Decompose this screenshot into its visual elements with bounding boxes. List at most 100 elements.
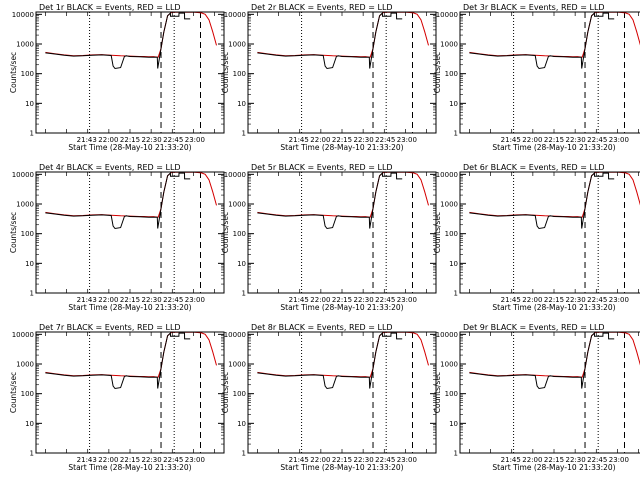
y-tick-label: 1000 [228,41,246,49]
y-tick-label: 10 [237,420,246,428]
x-tick-label: 22:00 [98,136,118,144]
plot-frame [35,171,225,294]
series-line-events [45,12,191,70]
series-line-lld [469,172,640,218]
y-axis-label: Counts/sec [9,372,18,413]
plot-series [45,12,217,70]
series-line-lld [257,332,429,378]
x-tick-label: 22:45 [375,456,395,464]
y-axis-label: Counts/sec [221,52,230,93]
plot-series [45,172,217,230]
y-tick-label: 1 [454,290,458,298]
y-tick-label: 10 [25,100,34,108]
panel-det-7: Det 7r BLACK = Events, RED = LLD 1 10 100 10… [9,323,225,472]
y-tick-label: 1 [242,130,246,138]
y-tick-label: 10000 [224,331,246,339]
plot-series [257,172,429,230]
plot-frame [247,171,437,294]
panel-det-5: Det 5r BLACK = Events, RED = LLD 1 10 100 10… [221,163,437,312]
series-line-events [257,172,403,230]
x-tick-label: 23:00 [185,136,205,144]
y-tick-label: 10000 [224,171,246,179]
x-tick-label: 22:30 [354,296,374,304]
x-tick-label: 22:30 [142,296,162,304]
x-tick-label: 22:00 [98,296,118,304]
y-axis-label: Counts/sec [433,52,442,93]
y-tick-label: 10 [25,260,34,268]
x-tick-label: 23:00 [185,296,205,304]
x-tick-label: 22:00 [310,296,330,304]
x-tick-label: 22:00 [98,456,118,464]
panel-det-3: Det 3r BLACK = Events, RED = LLD 1 10 100 10… [433,3,640,152]
x-tick-label: 22:15 [332,456,352,464]
series-line-events [469,172,615,230]
panel-title: Det 1r BLACK = Events, RED = LLD [39,3,181,12]
y-tick-label: 1000 [228,201,246,209]
y-tick-label: 100 [233,230,246,238]
panel-title: Det 7r BLACK = Events, RED = LLD [39,323,181,332]
y-tick-label: 100 [21,390,34,398]
x-tick-label: 22:30 [566,456,586,464]
plot-frame [459,11,640,134]
x-tick-label: 22:00 [522,456,542,464]
x-tick-label: 21:45 [501,456,521,464]
x-tick-label: 22:30 [566,136,586,144]
panel-det-1: Det 1r BLACK = Events, RED = LLD 1 10 100 10… [9,3,225,152]
y-tick-label: 1000 [440,201,458,209]
y-tick-label: 1 [242,450,246,458]
x-axis-label: Start Time (28-May-10 21:33:20) [280,303,403,312]
y-tick-label: 1 [30,290,34,298]
y-tick-label: 10 [449,420,458,428]
y-tick-label: 1000 [16,201,34,209]
series-line-events [469,12,615,70]
x-tick-label: 21:43 [77,296,97,304]
y-tick-label: 1000 [440,361,458,369]
x-axis-label: Start Time (28-May-10 21:33:20) [68,143,191,152]
y-tick-label: 10000 [436,331,458,339]
series-line-lld [45,172,217,218]
panel-det-4: Det 4r BLACK = Events, RED = LLD 1 10 100 10… [9,163,225,312]
series-line-lld [469,12,640,58]
x-tick-label: 22:45 [163,136,183,144]
panel-det-2: Det 2r BLACK = Events, RED = LLD 1 10 100 10… [221,3,437,152]
x-tick-label: 23:00 [609,296,629,304]
y-tick-label: 100 [21,230,34,238]
y-tick-label: 1 [30,130,34,138]
y-tick-label: 100 [445,230,458,238]
plot-series [257,12,429,70]
plot-series [469,172,640,230]
x-tick-label: 22:00 [522,296,542,304]
series-line-lld [469,332,640,378]
x-tick-label: 22:00 [310,456,330,464]
plot-frame [459,171,640,294]
plot-series [45,332,217,390]
y-tick-label: 10000 [436,171,458,179]
x-tick-label: 23:00 [397,296,417,304]
series-line-events [469,332,615,390]
panel-det-9: Det 9r BLACK = Events, RED = LLD 1 10 100 10… [433,323,640,472]
y-tick-label: 1000 [16,361,34,369]
x-tick-label: 22:45 [163,296,183,304]
x-tick-label: 22:45 [587,296,607,304]
series-line-events [257,332,403,390]
y-tick-label: 10 [25,420,34,428]
x-tick-label: 21:45 [289,296,309,304]
y-tick-label: 1 [454,450,458,458]
x-tick-label: 22:15 [120,296,140,304]
panel-det-6: Det 6r BLACK = Events, RED = LLD 1 10 100 10… [433,163,640,312]
x-tick-label: 21:45 [501,136,521,144]
x-axis-label: Start Time (28-May-10 21:33:20) [68,303,191,312]
x-tick-label: 22:30 [354,136,374,144]
x-tick-label: 22:45 [587,456,607,464]
panel-title: Det 6r BLACK = Events, RED = LLD [463,163,605,172]
plot-frame [35,331,225,454]
plot-frame [459,331,640,454]
x-tick-label: 21:43 [77,456,97,464]
x-tick-label: 22:15 [120,136,140,144]
x-tick-label: 23:00 [609,136,629,144]
y-tick-label: 10 [237,100,246,108]
y-tick-label: 1000 [16,41,34,49]
y-tick-label: 100 [21,70,34,78]
panel-title: Det 3r BLACK = Events, RED = LLD [463,3,605,12]
